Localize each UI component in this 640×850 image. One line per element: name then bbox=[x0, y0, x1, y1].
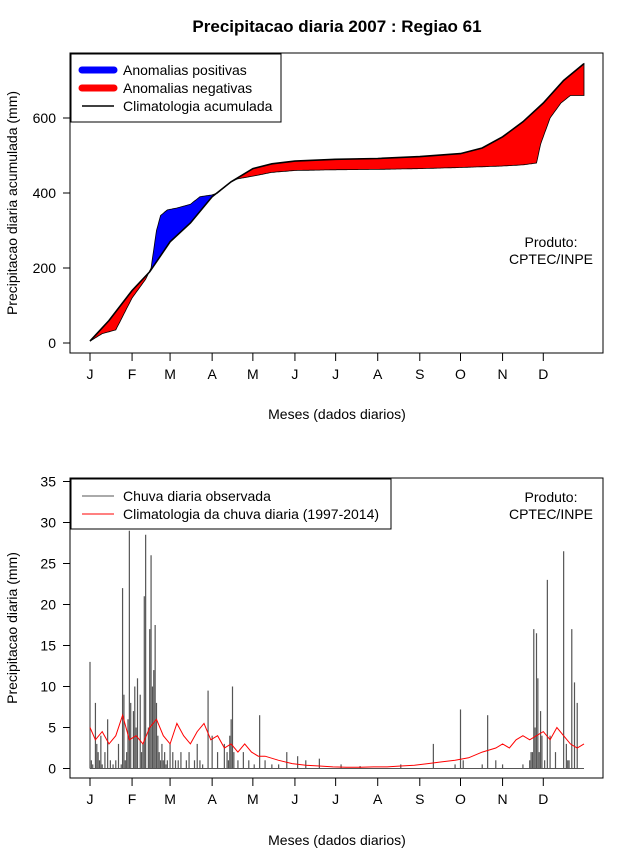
top-ytick-label-0: 0 bbox=[48, 335, 56, 351]
positive-anomaly-region-2 bbox=[149, 191, 219, 274]
top-x-axis-label: Meses (dados diarios) bbox=[268, 406, 406, 422]
top-xtick-label-7: A bbox=[373, 366, 383, 382]
top-xtick-label-3: A bbox=[207, 366, 217, 382]
top-ytick-label-1: 200 bbox=[33, 260, 57, 276]
top-xtick-label-9: O bbox=[455, 366, 466, 382]
bottom-ytick-label-3: 15 bbox=[40, 638, 56, 654]
cumulative-precipitation-chart: Precipitacao diaria 2007 : Regiao 61 0 20… bbox=[4, 17, 604, 422]
chart-title: Precipitacao diaria 2007 : Regiao 61 bbox=[192, 17, 481, 36]
bottom-xtick-label-2: M bbox=[164, 791, 176, 807]
daily-precipitation-chart: 0 5 10 15 20 25 30 35 J F M A M J J A S O N D Meses (dados… bbox=[4, 474, 604, 848]
bottom-plot-frame bbox=[69, 477, 604, 779]
bottom-xtick-label-10: N bbox=[498, 791, 508, 807]
top-y-axis: 0 200 400 600 bbox=[33, 110, 70, 351]
top-plot-frame bbox=[69, 52, 604, 354]
bottom-xtick-label-8: S bbox=[415, 791, 424, 807]
top-y-axis-label: Precipitacao diaria acumulada (mm) bbox=[4, 91, 20, 315]
negative-anomaly-region-5 bbox=[232, 62, 585, 182]
bottom-ytick-label-5: 25 bbox=[40, 556, 56, 572]
top-xtick-label-11: D bbox=[538, 366, 548, 382]
legend-label-positive: Anomalias positivas bbox=[123, 62, 247, 78]
top-credit-line1: Produto: bbox=[525, 234, 578, 250]
bottom-ytick-label-1: 5 bbox=[48, 720, 56, 736]
bottom-xtick-label-4: M bbox=[247, 791, 259, 807]
top-credit-line2: CPTEC/INPE bbox=[509, 251, 593, 267]
legend-label-climatology: Climatologia acumulada bbox=[123, 98, 273, 114]
top-xtick-label-6: J bbox=[332, 366, 339, 382]
bottom-y-axis: 0 5 10 15 20 25 30 35 bbox=[40, 474, 70, 777]
top-ytick-label-2: 400 bbox=[33, 185, 57, 201]
legend-label-climatology-daily: Climatologia da chuva diaria (1997-2014) bbox=[123, 506, 379, 522]
bottom-legend-box bbox=[70, 478, 392, 530]
legend-label-negative: Anomalias negativas bbox=[123, 80, 252, 96]
top-ytick-label-3: 600 bbox=[33, 110, 57, 126]
bottom-data-layer bbox=[89, 530, 585, 769]
top-xtick-label-1: F bbox=[128, 366, 137, 382]
top-xtick-label-2: M bbox=[164, 366, 176, 382]
top-xtick-label-0: J bbox=[87, 366, 94, 382]
bottom-xtick-label-11: D bbox=[538, 791, 548, 807]
bottom-xtick-label-3: A bbox=[207, 791, 217, 807]
bottom-xtick-label-7: A bbox=[373, 791, 383, 807]
bottom-y-axis-label: Precipitacao diaria (mm) bbox=[4, 552, 20, 704]
top-xtick-label-5: J bbox=[291, 366, 298, 382]
top-legend: Anomalias positivas Anomalias negativas … bbox=[70, 53, 282, 123]
bottom-ytick-label-7: 35 bbox=[40, 474, 56, 490]
bottom-xtick-label-5: J bbox=[291, 791, 298, 807]
top-xtick-label-4: M bbox=[247, 366, 259, 382]
bottom-ytick-label-6: 30 bbox=[40, 515, 56, 531]
daily-climatology-line bbox=[89, 713, 585, 768]
bottom-credit-line2: CPTEC/INPE bbox=[509, 506, 593, 522]
bottom-x-axis-label: Meses (dados diarios) bbox=[268, 832, 406, 848]
bottom-credit-line1: Produto: bbox=[525, 489, 578, 505]
bottom-ytick-label-0: 0 bbox=[48, 761, 56, 777]
top-data-layer bbox=[89, 62, 585, 342]
top-xtick-label-10: N bbox=[498, 366, 508, 382]
top-legend-box bbox=[70, 53, 282, 123]
bottom-ytick-label-4: 20 bbox=[40, 597, 56, 613]
top-xtick-label-8: S bbox=[415, 366, 424, 382]
bottom-xtick-label-6: J bbox=[332, 791, 339, 807]
legend-label-observed: Chuva diaria observada bbox=[123, 488, 271, 504]
bottom-xtick-label-0: J bbox=[87, 791, 94, 807]
climatology-cumulative-line bbox=[89, 62, 585, 342]
bottom-legend: Chuva diaria observada Climatologia da c… bbox=[70, 478, 392, 530]
bottom-xtick-label-1: F bbox=[128, 791, 137, 807]
bottom-ytick-label-2: 10 bbox=[40, 679, 56, 695]
bottom-xtick-label-9: O bbox=[455, 791, 466, 807]
